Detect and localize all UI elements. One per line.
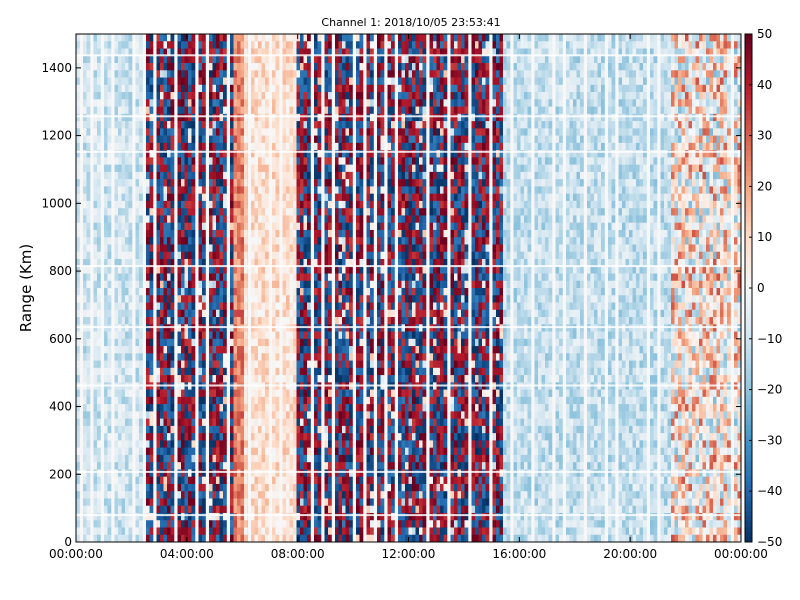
y-tick-label: 800 [49, 264, 72, 278]
colorbar-tick-label: −40 [757, 484, 782, 498]
colorbar-tick-label: 30 [757, 129, 772, 143]
x-tick-label: 00:00:00 [49, 547, 103, 561]
heatmap-gap-row [76, 326, 741, 329]
heatmap-gap-row [76, 54, 741, 57]
heatmap-image [76, 34, 742, 543]
x-tick-label: 16:00:00 [492, 547, 546, 561]
x-tick-label: 12:00:00 [382, 547, 436, 561]
y-tick-label: 1000 [41, 196, 72, 210]
heatmap-gap-row [76, 150, 741, 153]
y-tick-label: 0 [64, 535, 72, 549]
x-tick-label: 08:00:00 [271, 547, 325, 561]
colorbar-tick-label: 40 [757, 78, 772, 92]
colorbar-tick-label: 0 [757, 281, 765, 295]
heatmap-gap-row [76, 265, 741, 268]
colorbar-tick-label: −50 [757, 535, 782, 549]
colorbar-tick-label: 50 [757, 27, 772, 41]
y-axis-label: Range (Km) [17, 244, 35, 332]
heatmap-gap-row [76, 514, 741, 517]
colorbar: 50 40 30 20 10 0 −10 −20 −30 −40 −50 [744, 27, 782, 549]
y-tick-label: 200 [49, 467, 72, 481]
y-tick-label: 1400 [41, 61, 72, 75]
heatmap-gap-row [76, 384, 741, 387]
colorbar-tick-label: −10 [757, 332, 782, 346]
x-tick-label: 00:00:00 [714, 547, 768, 561]
y-tick-label: 600 [49, 332, 72, 346]
x-tick-label: 20:00:00 [603, 547, 657, 561]
y-tick-label: 1200 [41, 129, 72, 143]
y-tick-label: 400 [49, 400, 72, 414]
axis-ticks: 0 200 400 600 800 1000 1200 1400 00:00:00 04:00:0… [41, 34, 768, 561]
chart-title: Channel 1: 2018/10/05 23:53:41 [321, 16, 500, 29]
heatmap-gap-row [76, 470, 741, 473]
colorbar-tick-label: 20 [757, 179, 772, 193]
colorbar-tick-label: −20 [757, 383, 782, 397]
x-tick-label: 04:00:00 [160, 547, 214, 561]
heatmap-gap-row [76, 115, 741, 118]
colorbar-tick-label: 10 [757, 230, 772, 244]
colorbar-tick-label: −30 [757, 433, 782, 447]
